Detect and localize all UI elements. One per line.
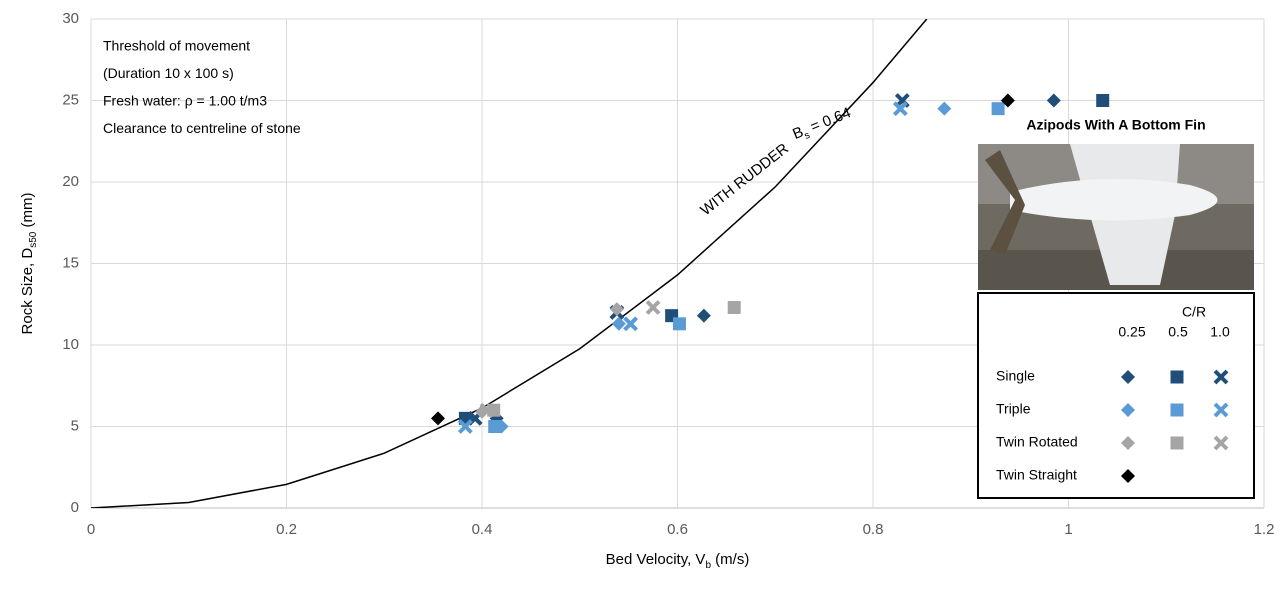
y-axis-label: Rock Size, Ds50 (mm)	[19, 193, 39, 335]
legend-label: Triple	[996, 401, 1031, 417]
square-marker	[488, 420, 501, 433]
x-tick-label: 0.4	[472, 521, 493, 538]
legend-title: C/R	[1182, 304, 1206, 320]
photo	[978, 144, 1254, 290]
x-axis-label-unit: (m/s)	[711, 551, 749, 568]
x-axis-label: Bed Velocity, Vb (m/s)	[606, 551, 750, 571]
square-marker	[1171, 437, 1184, 450]
square-marker	[992, 102, 1005, 115]
annotation: (Duration 10 x 100 s)	[103, 65, 234, 81]
legend-column: 1.0	[1210, 324, 1230, 340]
y-tick-label: 30	[62, 10, 79, 27]
curve-label: WITH RUDDER	[697, 140, 792, 219]
x-axis-label-text: Bed Velocity, V	[606, 551, 706, 568]
square-marker	[728, 301, 741, 314]
x-marker	[647, 302, 659, 314]
coef-value: = 0.64	[804, 104, 853, 137]
y-tick-label: 25	[62, 91, 79, 108]
annotation: Clearance to centreline of stone	[103, 120, 301, 136]
x-tick-label: 1	[1064, 521, 1072, 538]
y-tick-label: 10	[62, 336, 79, 353]
diamond-marker	[937, 102, 951, 116]
image-title: Azipods With A Bottom Fin	[1026, 117, 1205, 133]
square-marker	[1096, 94, 1109, 107]
x-tick-label: 0	[87, 521, 95, 538]
y-axis-label-subscript: s50	[28, 231, 39, 248]
annotation: Threshold of movement	[103, 38, 250, 54]
chart: Azipods With A Bottom Fin 0 5 10 15 20 25 30 0 0…	[0, 0, 1286, 590]
legend-column: 0.5	[1168, 324, 1188, 340]
legend-label: Twin Rotated	[996, 434, 1078, 450]
square-marker	[1171, 371, 1184, 384]
y-tick-label: 0	[71, 499, 79, 516]
y-tick-label: 20	[62, 173, 79, 190]
x-tick-label: 0.2	[276, 521, 297, 538]
y-tick-label: 5	[71, 417, 79, 434]
annotation: Fresh water: ρ = 1.00 t/m3	[103, 93, 267, 109]
legend-label: Single	[996, 368, 1035, 384]
x-tick-label: 1.2	[1254, 521, 1275, 538]
y-tick-label: 15	[62, 254, 79, 271]
diamond-marker	[431, 411, 445, 425]
x-marker	[625, 318, 637, 330]
square-marker	[1171, 404, 1184, 417]
diamond-marker	[697, 309, 711, 323]
x-tick-label: 0.8	[863, 521, 884, 538]
y-axis-label-unit: (mm)	[19, 193, 36, 232]
legend-column: 0.25	[1118, 324, 1145, 340]
y-axis-label-text: Rock Size, D	[19, 248, 36, 335]
square-marker	[673, 317, 686, 330]
x-tick-label: 0.6	[667, 521, 688, 538]
curve-coefficient: Bs = 0.64	[790, 104, 854, 146]
diamond-marker	[1047, 94, 1061, 108]
diamond-marker	[610, 302, 624, 316]
legend-label: Twin Straight	[996, 467, 1077, 483]
